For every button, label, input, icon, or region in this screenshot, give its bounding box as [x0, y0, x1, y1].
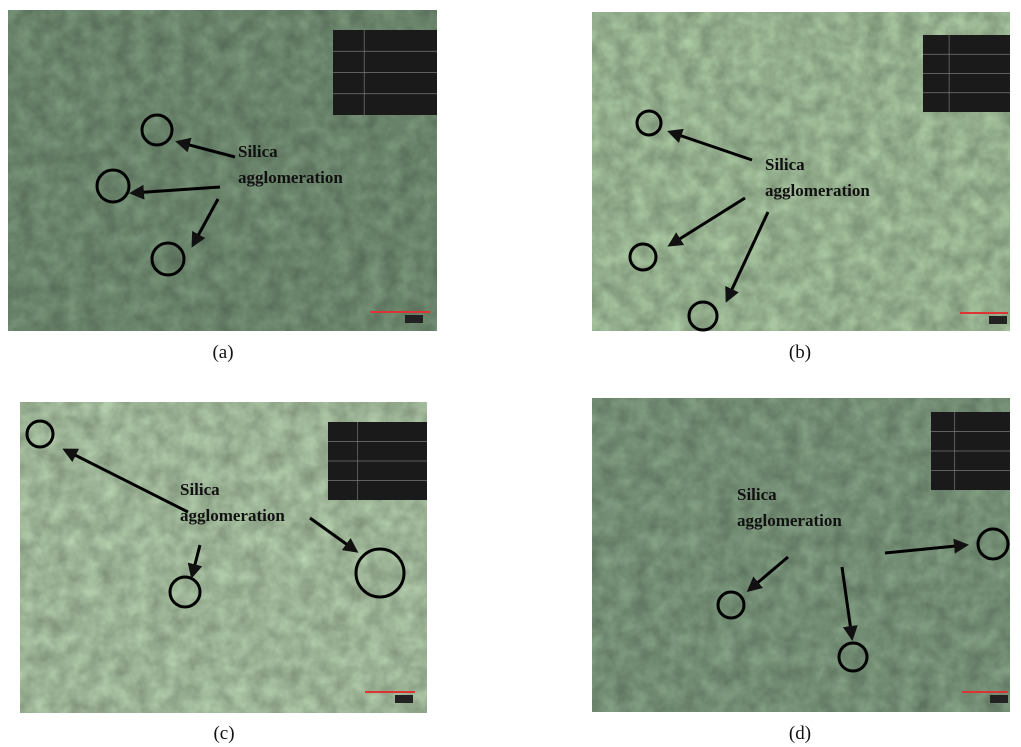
caption: (a)	[212, 342, 233, 363]
annotation-label: agglomeration	[765, 181, 870, 200]
panel: Silica agglomeration (a)	[8, 10, 437, 363]
caption: (c)	[213, 723, 234, 744]
panel: Silica agglomeration (d)	[592, 398, 1010, 744]
annotation-label: Silica	[737, 485, 777, 504]
scale-label-box	[395, 695, 413, 703]
annotation-label: agglomeration	[238, 168, 343, 187]
scale-label-box	[405, 315, 423, 323]
scale-label-box	[989, 316, 1007, 324]
panel: Silica agglomeration (b)	[592, 12, 1010, 363]
annotation-label: agglomeration	[737, 511, 842, 530]
caption: (b)	[789, 342, 811, 363]
panel: Silica agglomeration (c)	[20, 402, 427, 744]
scale-label-box	[990, 695, 1008, 703]
annotation-label: agglomeration	[180, 506, 285, 525]
annotation-label: Silica	[180, 480, 220, 499]
caption: (d)	[789, 723, 811, 744]
annotation-label: Silica	[765, 155, 805, 174]
annotation-label: Silica	[238, 142, 278, 161]
figure: Silica agglomeration (a) Silica agglomeratio…	[0, 0, 1021, 747]
